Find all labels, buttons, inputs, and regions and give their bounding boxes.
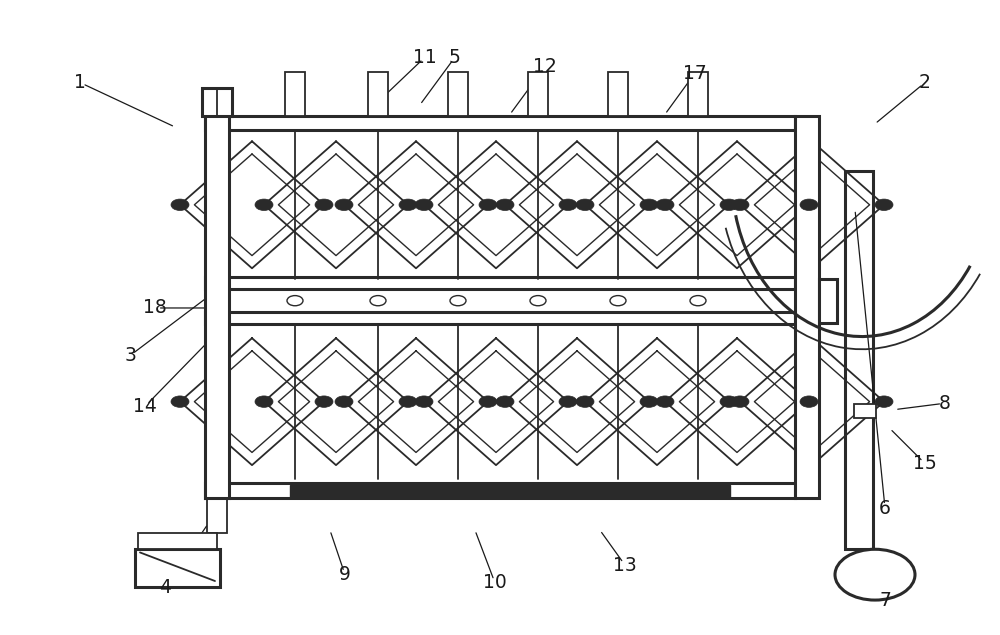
Bar: [205, 277, 795, 289]
Bar: [285, 72, 305, 116]
Text: 9: 9: [339, 565, 351, 584]
Text: 15: 15: [913, 454, 937, 473]
Circle shape: [496, 199, 514, 211]
Circle shape: [576, 396, 594, 408]
Circle shape: [315, 199, 333, 211]
Bar: [135, 549, 220, 587]
Circle shape: [335, 396, 353, 408]
Circle shape: [559, 199, 577, 211]
Bar: [202, 88, 232, 116]
Bar: [205, 483, 795, 498]
Bar: [205, 312, 795, 324]
Bar: [207, 498, 227, 533]
Circle shape: [656, 396, 674, 408]
Circle shape: [720, 199, 738, 211]
Circle shape: [800, 396, 818, 408]
Circle shape: [479, 199, 497, 211]
Circle shape: [171, 396, 189, 408]
Bar: [205, 110, 229, 498]
Circle shape: [875, 396, 893, 408]
Circle shape: [415, 199, 433, 211]
Text: 12: 12: [533, 57, 557, 76]
Circle shape: [399, 199, 417, 211]
Text: 1: 1: [74, 73, 86, 92]
Circle shape: [415, 396, 433, 408]
Text: 8: 8: [939, 394, 951, 413]
Bar: [448, 72, 468, 116]
Circle shape: [720, 396, 738, 408]
Circle shape: [530, 295, 546, 305]
Circle shape: [835, 549, 915, 600]
Bar: [845, 171, 873, 549]
Text: 10: 10: [483, 573, 507, 592]
Bar: [205, 116, 795, 130]
Circle shape: [399, 396, 417, 408]
Circle shape: [576, 199, 594, 211]
Circle shape: [335, 199, 353, 211]
Text: 11: 11: [413, 48, 437, 67]
Bar: [528, 72, 548, 116]
Bar: [688, 72, 708, 116]
Text: 18: 18: [143, 298, 167, 318]
Circle shape: [731, 396, 749, 408]
Bar: [290, 485, 730, 497]
Circle shape: [370, 295, 386, 305]
Circle shape: [496, 396, 514, 408]
Text: 17: 17: [683, 64, 707, 83]
Text: 5: 5: [449, 48, 461, 67]
Bar: [368, 72, 388, 116]
Circle shape: [640, 199, 658, 211]
Circle shape: [255, 396, 273, 408]
Circle shape: [690, 295, 706, 305]
Text: 14: 14: [133, 397, 157, 416]
Circle shape: [640, 396, 658, 408]
Circle shape: [610, 295, 626, 305]
Text: 6: 6: [879, 498, 891, 518]
Bar: [854, 404, 876, 418]
Text: 4: 4: [159, 578, 171, 597]
Circle shape: [875, 199, 893, 211]
Bar: [608, 72, 628, 116]
Text: 2: 2: [919, 73, 931, 92]
Circle shape: [731, 199, 749, 211]
Circle shape: [479, 396, 497, 408]
Circle shape: [450, 295, 466, 305]
Circle shape: [559, 396, 577, 408]
Circle shape: [315, 396, 333, 408]
Bar: [795, 116, 819, 498]
Circle shape: [255, 199, 273, 211]
Text: 13: 13: [613, 556, 637, 575]
Circle shape: [800, 199, 818, 211]
Circle shape: [287, 295, 303, 305]
Text: 7: 7: [879, 591, 891, 610]
Text: 3: 3: [124, 346, 136, 365]
Circle shape: [656, 199, 674, 211]
Bar: [138, 533, 217, 549]
Circle shape: [171, 199, 189, 211]
Bar: [819, 279, 837, 323]
